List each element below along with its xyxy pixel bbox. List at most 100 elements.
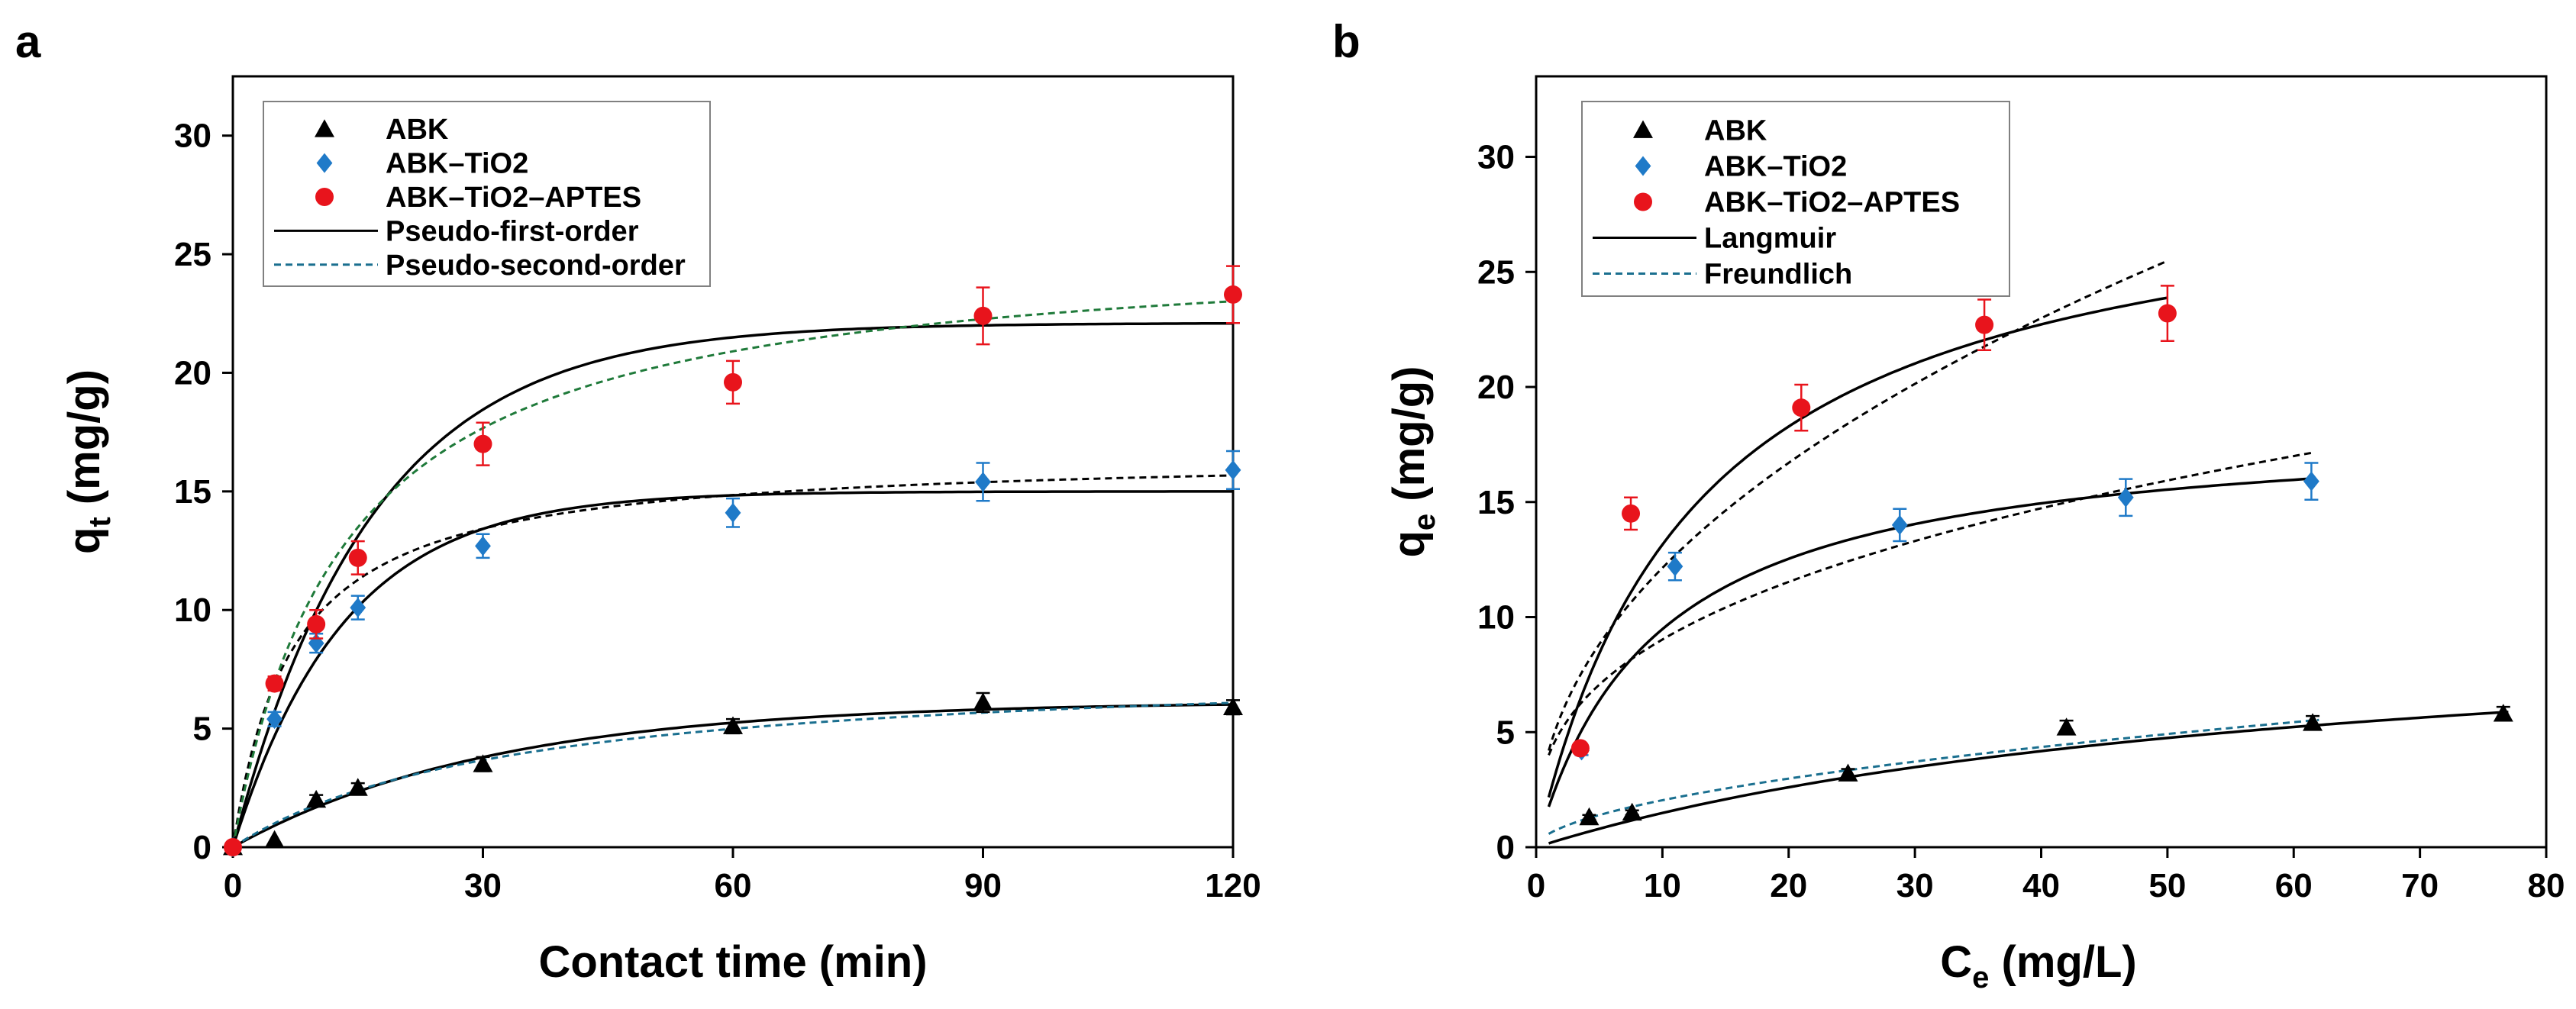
data-point-abk-tio2-aptes xyxy=(307,614,326,633)
legend-label-pseudo-second-order: Pseudo-second-order xyxy=(386,250,686,282)
data-point-abk xyxy=(973,692,993,711)
legend-label-pseudo-first-order: Pseudo-first-order xyxy=(386,215,639,247)
fit-pseudo-second-order-abk-tio2-aptes xyxy=(231,300,1234,848)
y-axis-title: qe (mg/g) xyxy=(1384,366,1441,558)
data-point-abk xyxy=(473,754,493,772)
legend: ABK ABK–TiO2 ABK–TiO2–APTES Langmuir Freundl… xyxy=(1581,101,2010,297)
fit-pseudo-second-order-abk-tio2 xyxy=(231,474,1234,848)
x-tick-label: 40 xyxy=(2022,867,2060,904)
x-tick-label: 10 xyxy=(1644,867,1681,904)
panel-letter-b: b xyxy=(1332,16,1361,67)
data-point-abk-tio2 xyxy=(1667,556,1683,577)
legend-box xyxy=(1581,101,2010,297)
legend: ABKABK–TiO2ABK–TiO2–APTESPseudo-first-or… xyxy=(263,101,711,287)
fit-langmuir-abk-tio2 xyxy=(1547,477,2313,808)
legend-marker-abk xyxy=(315,119,334,137)
data-point-abk-tio2-aptes xyxy=(1975,315,1994,334)
x-tick-label: 30 xyxy=(464,867,502,904)
legend-marker-abk-tio2-aptes xyxy=(1634,192,1652,211)
data-point-abk-tio2 xyxy=(266,709,282,730)
data-point-abk xyxy=(723,716,743,734)
x-tick-label: 30 xyxy=(1896,867,1934,904)
data-point-abk-tio2-aptes xyxy=(348,548,367,567)
data-point-abk xyxy=(1223,697,1243,716)
y-tick-label: 15 xyxy=(174,473,211,511)
x-axis-title: Contact time (min) xyxy=(538,937,927,987)
y-tick-label: 0 xyxy=(1496,829,1515,866)
fit-langmuir-abk xyxy=(1548,711,2509,845)
x-tick-label: 60 xyxy=(2275,867,2313,904)
y-tick-label: 5 xyxy=(193,711,211,748)
x-tick-label: 90 xyxy=(964,867,1002,904)
x-axis-title: Ce (mg/L) xyxy=(1940,937,2136,994)
fit-freundlich-abk-tio2-aptes xyxy=(1548,260,2168,751)
data-point-abk-tio2 xyxy=(2117,487,2134,508)
y-tick-label: 20 xyxy=(174,354,211,392)
data-point-abk-tio2-aptes xyxy=(1224,285,1242,304)
data-point-abk-tio2-aptes xyxy=(973,306,993,325)
legend-marker-abk xyxy=(1633,120,1653,138)
legend-label-abk: ABK xyxy=(386,114,449,146)
legend-label-freundlich: Freundlich xyxy=(1704,259,1852,291)
data-point-abk xyxy=(2303,713,2323,731)
y-tick-label: 30 xyxy=(174,118,211,155)
data-point-abk-tio2 xyxy=(350,598,366,618)
y-tick-label: 0 xyxy=(193,829,211,866)
data-point-abk-tio2-aptes xyxy=(473,434,492,453)
legend-marker-abk-tio2-aptes xyxy=(315,188,334,206)
legend-label-langmuir: Langmuir xyxy=(1704,223,1836,255)
fit-pseudo-first-order-abk-tio2 xyxy=(231,490,1233,848)
legend-label-abk-tio2-aptes: ABK–TiO2–APTES xyxy=(1704,187,1960,219)
data-point-abk xyxy=(264,830,285,849)
panel-letter-a: a xyxy=(15,16,41,67)
data-point-abk xyxy=(306,789,327,808)
y-tick-label: 15 xyxy=(1477,484,1515,521)
data-point-abk-tio2 xyxy=(1891,514,1908,535)
y-tick-label: 20 xyxy=(1477,369,1515,406)
x-tick-label: 60 xyxy=(715,867,752,904)
legend-label-abk: ABK xyxy=(1704,115,1767,147)
y-tick-label: 25 xyxy=(1477,253,1515,291)
legend-marker-abk-tio2 xyxy=(316,153,333,173)
data-point-abk-tio2-aptes xyxy=(724,372,742,392)
legend-label-abk-tio2-aptes: ABK–TiO2–APTES xyxy=(386,182,641,214)
y-axis-title: qt (mg/g) xyxy=(60,369,117,554)
fit-langmuir-abk-tio2-aptes xyxy=(1547,296,2168,798)
legend-marker-abk-tio2 xyxy=(1635,156,1651,176)
data-point-abk-tio2-aptes xyxy=(224,838,242,856)
data-point-abk-tio2 xyxy=(1225,459,1241,480)
legend-label-abk-tio2: ABK–TiO2 xyxy=(386,148,528,180)
y-tick-label: 5 xyxy=(1496,714,1515,751)
y-tick-label: 25 xyxy=(174,236,211,273)
fit-pseudo-first-order-abk-tio2-aptes xyxy=(231,321,1233,848)
data-point-abk-tio2 xyxy=(725,502,741,523)
x-tick-label: 0 xyxy=(224,867,242,904)
data-point-abk xyxy=(1838,763,1858,782)
data-point-abk xyxy=(347,778,368,796)
x-tick-label: 120 xyxy=(1205,867,1261,904)
y-tick-label: 30 xyxy=(1477,139,1515,176)
data-point-abk xyxy=(1622,802,1642,821)
y-tick-label: 10 xyxy=(1477,599,1515,637)
fit-freundlich-abk-tio2 xyxy=(1548,451,2313,756)
data-point-abk-tio2-aptes xyxy=(2158,304,2177,323)
x-tick-label: 70 xyxy=(2401,867,2439,904)
x-tick-label: 0 xyxy=(1527,867,1545,904)
legend-box xyxy=(263,101,711,287)
data-point-abk-tio2 xyxy=(475,536,491,556)
chart-panel-a: 0 30 60 90 120 0 5 10 15 20 25 30 qt (mg/g) Contact t… xyxy=(60,75,1261,987)
y-tick-label: 10 xyxy=(174,592,211,629)
fit-freundlich-abk xyxy=(1548,718,2319,835)
legend-label-abk-tio2: ABK–TiO2 xyxy=(1704,151,1847,183)
x-tick-label: 80 xyxy=(2528,867,2565,904)
data-point-abk-tio2 xyxy=(2303,471,2319,492)
data-point-abk xyxy=(2056,717,2077,736)
data-point-abk-tio2-aptes xyxy=(1792,398,1811,417)
x-tick-label: 20 xyxy=(1770,867,1807,904)
data-point-abk-tio2-aptes xyxy=(1570,739,1590,758)
x-tick-label: 50 xyxy=(2148,867,2186,904)
data-point-abk xyxy=(2493,704,2513,722)
chart-panel-b: 0 10 20 30 40 50 60 70 80 0 5 10 15 20 25 30 qe (mg/g) Ce… xyxy=(1384,75,2565,994)
data-point-abk-tio2-aptes xyxy=(1622,504,1641,523)
